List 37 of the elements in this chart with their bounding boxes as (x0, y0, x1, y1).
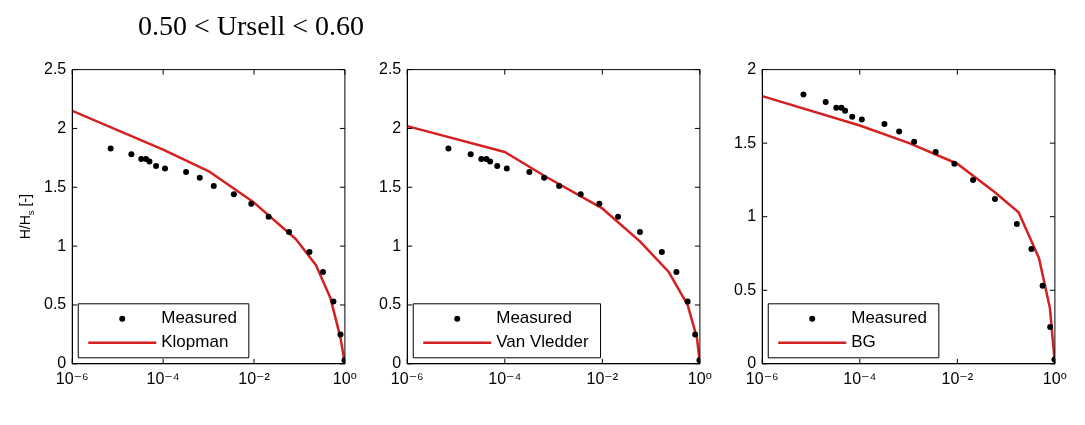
legend-label: Measured (851, 308, 927, 328)
legend-label: BG (851, 332, 876, 352)
x-tick-label: 10⁻² (238, 369, 271, 387)
y-tick-label: 0.5 (378, 295, 402, 313)
y-tick-label: 2 (747, 60, 757, 78)
y-tick-label: 1.5 (733, 133, 757, 151)
y-tick-label: 1.5 (378, 177, 402, 195)
x-tick-label: 10⁰ (687, 369, 712, 387)
y-tick-label: 0 (747, 354, 757, 372)
y-tick-label: 2.5 (43, 60, 67, 78)
x-tick-label: 10⁻² (941, 369, 974, 387)
y-axis-title: H/Hs [-] (16, 194, 36, 240)
y-tick-label: 0.5 (733, 280, 757, 298)
y-tick-label: 1 (747, 207, 757, 225)
x-tick-label: 10⁻⁴ (843, 369, 877, 387)
legend-label: Measured (496, 308, 572, 328)
y-tick-label: 2 (392, 118, 402, 136)
x-tick-label: 10⁻⁶ (55, 369, 89, 387)
y-tick-label: 1 (392, 236, 402, 254)
x-tick-label: 10⁻⁴ (146, 369, 180, 387)
legend-label: Van Vledder (496, 332, 589, 352)
x-tick-label: 10⁻² (586, 369, 619, 387)
legend-label: Klopman (161, 332, 229, 352)
y-tick-label: 2.5 (378, 60, 402, 78)
y-tick-label: 2 (57, 118, 67, 136)
y-tick-label: 0 (392, 354, 402, 372)
chart-title: 0.50 < Ursell < 0.60 (138, 10, 365, 42)
x-tick-label: 10⁰ (1042, 369, 1067, 387)
legend-label: Measured (161, 308, 237, 328)
y-tick-label: 1.5 (43, 177, 67, 195)
x-tick-label: 10⁻⁶ (745, 369, 779, 387)
x-tick-label: 10⁻⁶ (390, 369, 424, 387)
y-tick-label: 0 (57, 354, 67, 372)
x-tick-label: 10⁻⁴ (488, 369, 522, 387)
y-tick-label: 0.5 (43, 295, 67, 313)
y-tick-label: 1 (57, 236, 67, 254)
x-tick-label: 10⁰ (332, 369, 357, 387)
